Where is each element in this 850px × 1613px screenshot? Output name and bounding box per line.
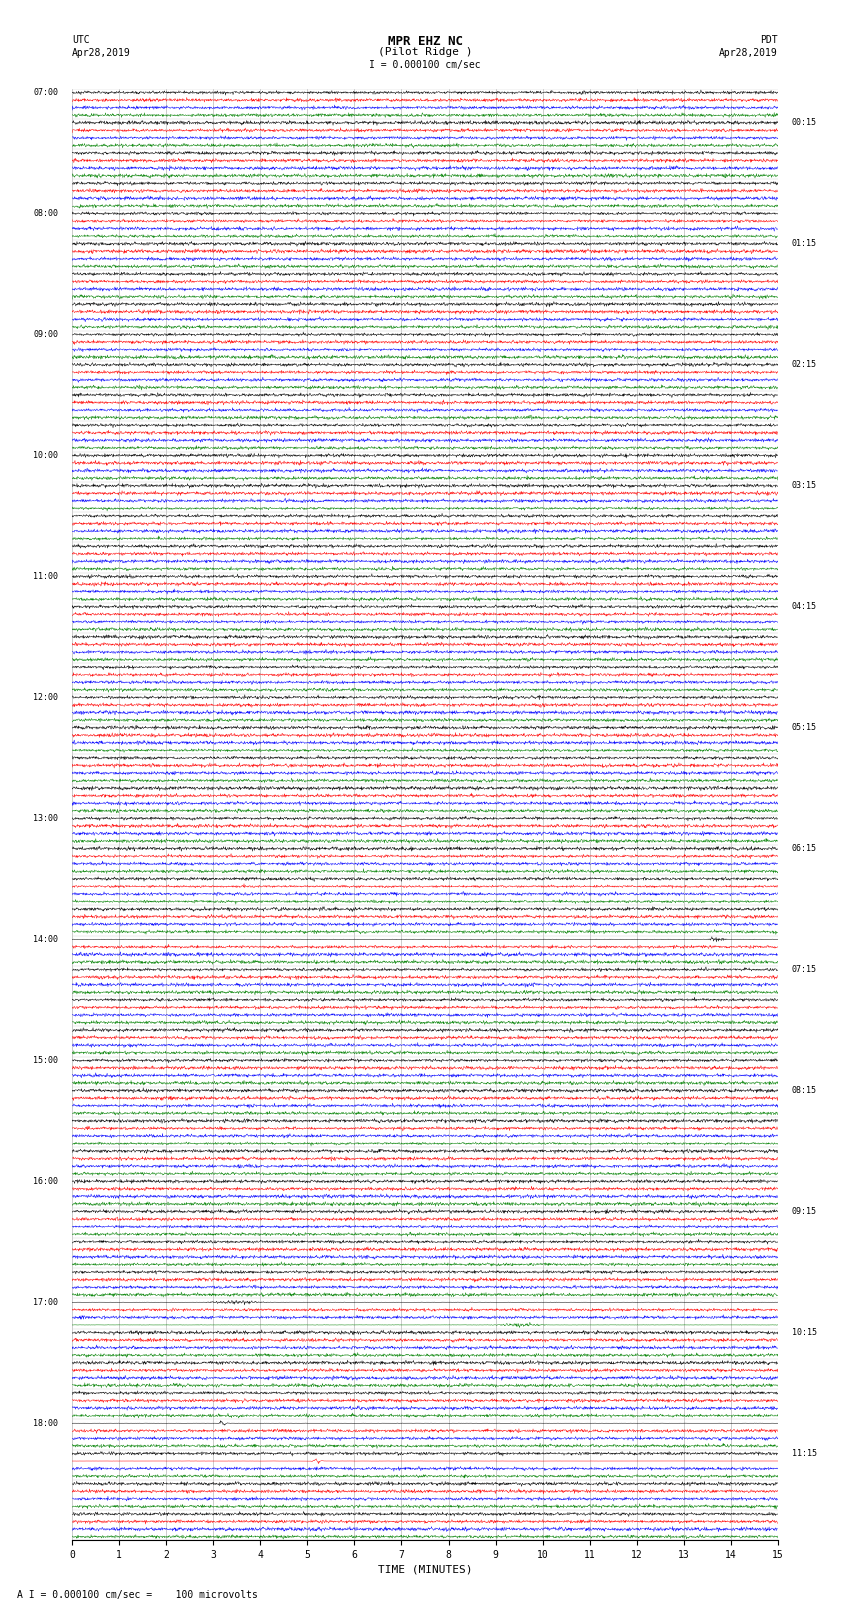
Text: 08:00: 08:00 [33,210,58,218]
Text: 11:00: 11:00 [33,573,58,581]
X-axis label: TIME (MINUTES): TIME (MINUTES) [377,1565,473,1574]
Text: Apr28,2019: Apr28,2019 [719,48,778,58]
Text: 09:00: 09:00 [33,331,58,339]
Text: 10:15: 10:15 [792,1327,817,1337]
Text: 10:00: 10:00 [33,452,58,460]
Text: 14:00: 14:00 [33,936,58,944]
Text: 12:00: 12:00 [33,694,58,702]
Text: I = 0.000100 cm/sec: I = 0.000100 cm/sec [369,60,481,69]
Text: 07:15: 07:15 [792,965,817,974]
Text: 01:15: 01:15 [792,239,817,248]
Text: (Pilot Ridge ): (Pilot Ridge ) [377,47,473,56]
Text: 11:15: 11:15 [792,1448,817,1458]
Text: 15:00: 15:00 [33,1057,58,1065]
Text: 16:00: 16:00 [33,1177,58,1186]
Text: 09:15: 09:15 [792,1207,817,1216]
Text: 06:15: 06:15 [792,844,817,853]
Text: 02:15: 02:15 [792,360,817,369]
Text: A I = 0.000100 cm/sec =    100 microvolts: A I = 0.000100 cm/sec = 100 microvolts [17,1590,258,1600]
Text: 05:15: 05:15 [792,723,817,732]
Text: 08:15: 08:15 [792,1086,817,1095]
Text: 07:00: 07:00 [33,89,58,97]
Text: 03:15: 03:15 [792,481,817,490]
Text: 17:00: 17:00 [33,1298,58,1307]
Text: 04:15: 04:15 [792,602,817,611]
Text: PDT: PDT [760,35,778,45]
Text: Apr28,2019: Apr28,2019 [72,48,131,58]
Text: UTC: UTC [72,35,90,45]
Text: 13:00: 13:00 [33,815,58,823]
Text: 18:00: 18:00 [33,1419,58,1428]
Text: 00:15: 00:15 [792,118,817,127]
Text: MPR EHZ NC: MPR EHZ NC [388,35,462,48]
